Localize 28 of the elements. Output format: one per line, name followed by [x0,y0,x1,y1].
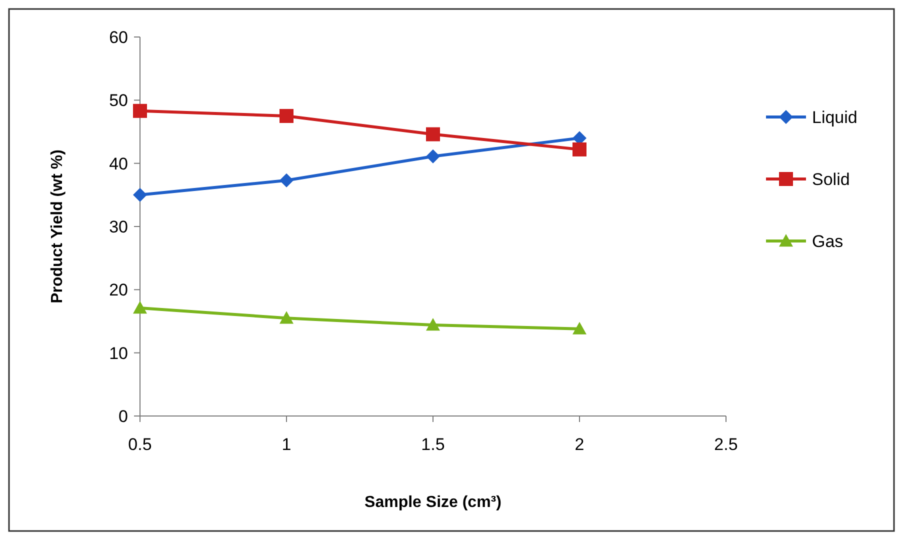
y-axis-title: Product Yield (wt %) [49,150,66,304]
legend-label: Liquid [812,108,858,127]
point [133,300,147,314]
legend-label: Solid [812,170,850,189]
y-tick-label: 50 [109,91,128,110]
y-tick-label: 40 [109,154,128,174]
y-tick-label: 0 [118,406,128,426]
point [426,318,440,331]
y-tick-label: 60 [109,28,128,47]
x-tick-label: 1.5 [421,435,445,454]
point [572,322,586,334]
point [426,149,440,164]
x-axis-title: Sample Size (cm³) [364,494,502,511]
y-tick-label: 30 [109,217,128,236]
y-tick-label: 20 [109,280,128,300]
x-tick-label: 0.5 [128,435,152,454]
point [280,173,294,188]
point [572,142,586,156]
legend-label: Gas [812,232,844,251]
x-tick-label: 2 [574,435,584,454]
x-tick-label: 2.5 [714,435,738,454]
point [280,311,294,324]
y-tick-label: 10 [109,344,128,363]
point [133,104,147,118]
point [133,188,147,202]
x-tick-label: 1 [282,435,292,454]
point [280,108,294,123]
point [426,127,440,142]
